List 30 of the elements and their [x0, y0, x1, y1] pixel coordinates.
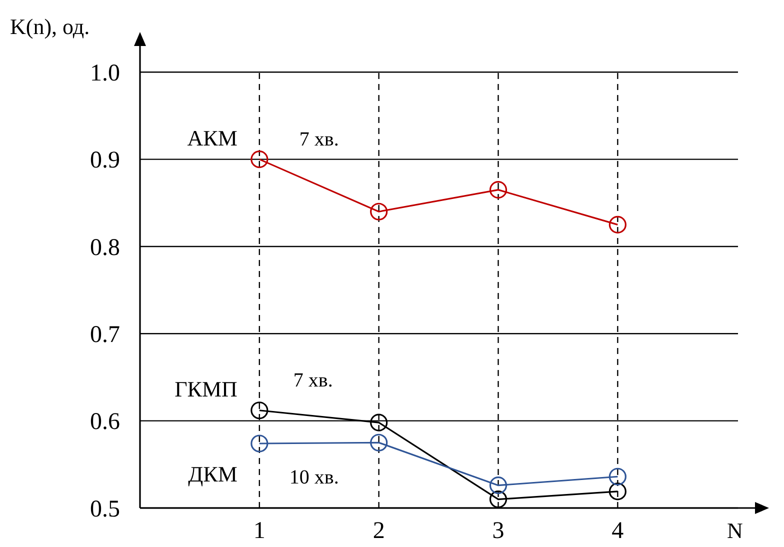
y-tick-label: 0.7	[90, 322, 120, 348]
y-tick-label: 0.9	[90, 148, 120, 174]
point	[489, 476, 508, 494]
point	[250, 150, 268, 168]
point	[370, 434, 388, 452]
x-tick-label: 3	[492, 518, 504, 544]
point	[608, 482, 626, 500]
x-tick-label: 1	[253, 518, 266, 544]
point	[250, 434, 268, 452]
series-label: ДКМ	[188, 461, 238, 486]
point	[370, 414, 388, 432]
annotation: 7 хв.	[293, 369, 333, 392]
point	[489, 490, 508, 508]
point	[608, 468, 626, 486]
y-tick-label: 0.5	[90, 496, 120, 522]
series-label: АКМ	[187, 125, 238, 150]
x-axis-title: N	[727, 518, 744, 543]
series-label: ГКМП	[174, 376, 238, 402]
annotation: 10 хв.	[289, 466, 339, 488]
point	[370, 202, 388, 220]
point	[250, 402, 268, 420]
x-tick-label: 2	[372, 518, 385, 544]
y-axis-title: K(n), од.	[10, 14, 90, 39]
y-tick-label: 0.6	[90, 409, 120, 436]
x-tick-label: 4	[612, 518, 624, 544]
point	[608, 216, 626, 234]
y-tick-label: 1.0	[90, 60, 120, 87]
annotation: 7 хв.	[299, 128, 339, 150]
point	[489, 181, 508, 199]
y-tick-label: 0.8	[90, 234, 120, 261]
